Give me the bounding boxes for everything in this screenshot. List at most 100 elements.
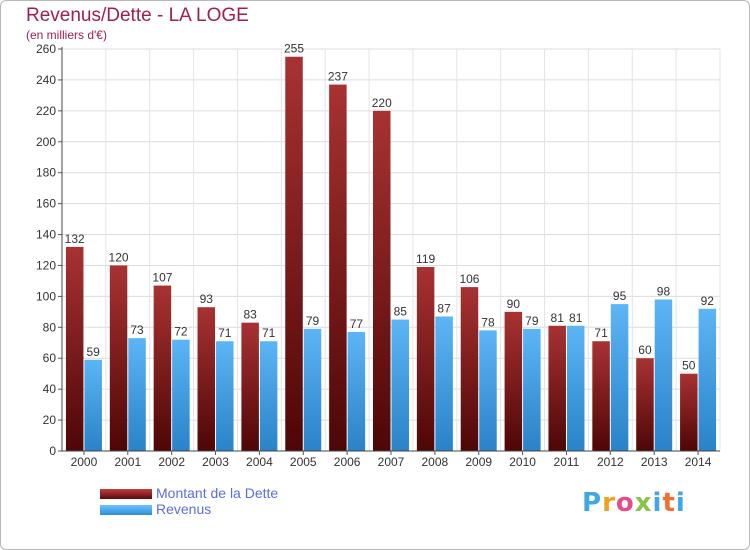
data-label-revenue: 81 [569, 311, 583, 325]
legend-label-revenue: Revenus [156, 501, 212, 517]
bar-revenue [216, 341, 234, 451]
y-axis: 0 20 40 60 80 100 120 140 160 180 200 220 240 260 [36, 42, 63, 458]
data-label-debt: 81 [551, 311, 565, 325]
x-tick-label: 2014 [685, 455, 712, 469]
x-tick-label: 2002 [158, 455, 185, 469]
y-tick-label: 160 [36, 197, 56, 211]
data-label-revenue: 71 [262, 326, 276, 340]
bar-revenue [566, 325, 585, 451]
bar-revenue [654, 299, 673, 451]
bar-revenue [303, 328, 322, 451]
bar-revenue [391, 319, 409, 451]
bar-debt [373, 110, 391, 451]
bar-debt [416, 267, 435, 451]
x-axis: 2000 2001 2002 2003 2004 2005 2006 2007 2008 2009… [62, 450, 720, 469]
bar-debt [65, 246, 84, 451]
bar-revenue [259, 341, 278, 451]
x-tick-label: 2001 [114, 455, 141, 469]
data-label-debt: 71 [594, 326, 608, 340]
data-label-revenue: 77 [350, 317, 364, 331]
bar-debt [636, 358, 654, 451]
y-tick-label: 120 [36, 258, 56, 272]
bar-debt [460, 287, 479, 451]
data-label-revenue: 72 [174, 325, 188, 339]
legend-swatch-debt [100, 489, 152, 499]
bar-revenue [698, 308, 717, 451]
bar-revenue [172, 339, 190, 451]
data-label-debt: 60 [638, 343, 652, 357]
bar-debt [329, 84, 347, 452]
bar-revenue [128, 338, 146, 451]
bar-debt [285, 56, 303, 451]
chart-subtitle: (en milliers d'€) [26, 28, 107, 42]
bar-revenue [479, 330, 497, 451]
y-tick-label: 20 [43, 413, 57, 427]
bar-debt [197, 307, 216, 451]
y-tick-label: 80 [43, 320, 57, 334]
data-label-revenue: 98 [657, 284, 671, 298]
y-tick-label: 100 [36, 289, 56, 303]
data-label-revenue: 87 [437, 301, 451, 315]
data-label-revenue: 85 [394, 305, 408, 319]
y-tick-label: 200 [36, 135, 56, 149]
data-label-debt: 83 [243, 308, 257, 322]
y-tick-label: 140 [36, 228, 56, 242]
legend-swatch-revenue [100, 505, 152, 515]
data-label-debt: 119 [416, 252, 435, 266]
bar-debt [680, 373, 698, 451]
y-tick-label: 60 [43, 351, 57, 365]
x-tick-label: 2004 [246, 455, 273, 469]
x-tick-label: 2009 [465, 455, 492, 469]
x-tick-label: 2010 [509, 455, 536, 469]
y-tick-label: 240 [36, 73, 56, 87]
data-label-debt: 90 [507, 297, 521, 311]
data-label-debt: 106 [459, 272, 479, 286]
bar-debt [241, 322, 259, 451]
bar-debt [109, 265, 128, 451]
bar-debt [548, 325, 566, 451]
data-label-debt: 93 [200, 292, 214, 306]
x-tick-label: 2005 [290, 455, 317, 469]
data-label-revenue: 79 [306, 314, 320, 328]
data-label-revenue: 92 [701, 294, 715, 308]
x-tick-label: 2003 [202, 455, 229, 469]
bar-debt [504, 311, 523, 451]
data-label-revenue: 59 [87, 345, 101, 359]
chart-title: Revenus/Dette - LA LOGE [26, 5, 249, 26]
x-tick-label: 2008 [422, 455, 449, 469]
x-tick-label: 2012 [597, 455, 624, 469]
x-tick-label: 2013 [641, 455, 668, 469]
data-label-revenue: 79 [525, 314, 539, 328]
x-tick-label: 2007 [378, 455, 405, 469]
grid-lines [61, 48, 721, 452]
data-label-debt: 237 [328, 70, 348, 84]
y-tick-label: 260 [36, 42, 56, 56]
data-label-debt: 120 [109, 250, 129, 264]
x-tick-label: 2000 [71, 455, 98, 469]
y-tick-label: 40 [43, 382, 57, 396]
x-tick-label: 2011 [554, 455, 580, 469]
bar-revenue [84, 359, 102, 451]
bar-revenue [347, 331, 366, 451]
x-tick-label: 2006 [334, 455, 361, 469]
data-label-debt: 107 [152, 271, 172, 285]
bar-debt [153, 285, 172, 451]
data-label-debt: 50 [682, 359, 696, 373]
data-label-debt: 220 [372, 96, 392, 110]
bar-revenue [435, 316, 453, 451]
data-label-debt: 255 [284, 42, 304, 56]
y-tick-label: 180 [36, 166, 56, 180]
data-label-debt: 132 [65, 232, 85, 246]
data-label-revenue: 78 [481, 315, 495, 329]
y-tick-label: 220 [36, 104, 56, 118]
bars: 132 59 120 73 107 72 93 71 83 71 255 79 237 77 220 85 11… [65, 42, 717, 452]
data-label-revenue: 95 [613, 289, 627, 303]
bar-revenue [610, 304, 629, 451]
bar-debt [592, 341, 610, 451]
legend-label-debt: Montant de la Dette [156, 485, 279, 501]
data-label-revenue: 71 [218, 326, 232, 340]
data-label-revenue: 73 [130, 323, 144, 337]
y-tick-label: 0 [49, 444, 56, 458]
bar-revenue [523, 328, 541, 451]
